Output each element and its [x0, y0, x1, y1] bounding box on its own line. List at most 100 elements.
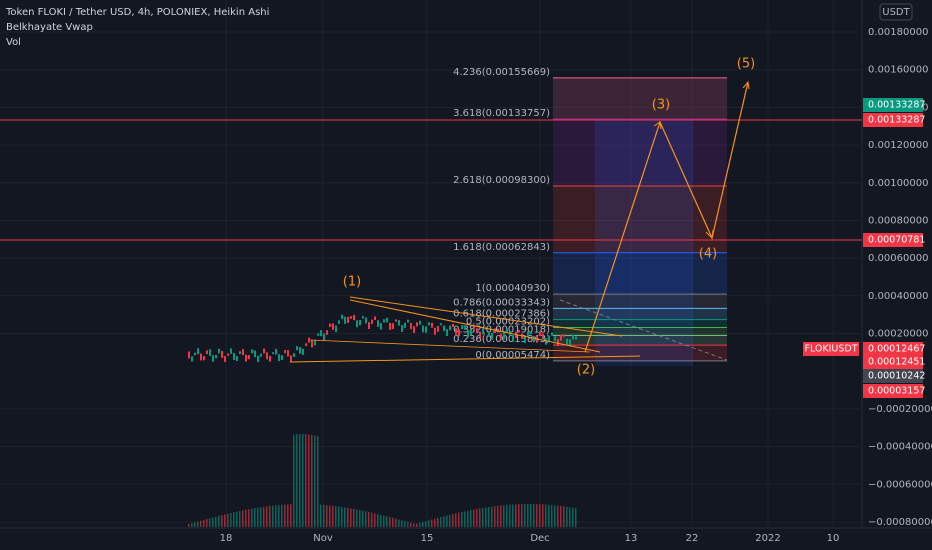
volume-bar [422, 521, 424, 527]
volume-bar [458, 512, 460, 527]
volume-bar [473, 509, 475, 527]
volume-bar [389, 517, 391, 527]
volume-bar [575, 508, 577, 527]
candle [458, 329, 460, 337]
volume-bar [236, 511, 238, 527]
volume-bar [197, 521, 199, 527]
volume-bar [287, 504, 289, 527]
candle [383, 319, 385, 323]
dashed-line [559, 299, 728, 361]
time-tick: 2022 [755, 533, 780, 544]
trend-line [349, 296, 623, 337]
volume-bar [449, 514, 451, 527]
volume-bar [566, 506, 568, 527]
candle [245, 354, 247, 362]
volume-bar [401, 520, 403, 527]
candle [503, 332, 505, 340]
volume-bar [248, 509, 250, 527]
candle [395, 319, 397, 322]
candle [254, 350, 256, 358]
volume-bar [368, 511, 370, 527]
volume-bar [506, 504, 508, 527]
candle [554, 336, 556, 341]
candle [281, 355, 283, 361]
price-badge [863, 98, 923, 112]
candle [443, 325, 445, 332]
wave-path [584, 81, 749, 353]
volume-bar [254, 508, 256, 527]
candle [455, 328, 457, 335]
time-tick: Dec [530, 533, 549, 544]
candle [203, 355, 205, 361]
price-tick: 0.00080000 [868, 215, 928, 226]
trend-line [289, 355, 641, 363]
candle [377, 320, 379, 327]
volume-bar [569, 507, 571, 527]
volume-bar [455, 513, 457, 527]
volume-bar [461, 512, 463, 527]
price-tick: 0.00020000 [868, 329, 928, 340]
price-badge-label: 0.00133287 [868, 115, 925, 126]
volume-bar [194, 522, 196, 527]
candle [386, 317, 388, 323]
fib-band [553, 327, 727, 336]
candle [275, 348, 277, 355]
volume-bar [362, 510, 364, 527]
candle [239, 351, 241, 355]
volume-label: Vol [6, 37, 21, 48]
candle [338, 320, 340, 324]
volume-bar [257, 507, 259, 527]
candle [527, 331, 529, 337]
candle [371, 319, 373, 324]
currency-button[interactable] [879, 3, 913, 21]
volume-bar [386, 516, 388, 527]
candle [422, 325, 424, 333]
price-tick: −0.00040000 [868, 442, 932, 453]
candle [317, 333, 319, 336]
time-tick: 13 [625, 533, 638, 544]
price-badge [863, 355, 923, 369]
volume-bar [521, 504, 523, 527]
candle [440, 323, 442, 326]
volume-bar [317, 436, 319, 527]
candle [464, 325, 466, 330]
currency[interactable]: USDT [882, 7, 910, 18]
candle [419, 320, 421, 325]
axes: 0.001800000.001600000.001400000.00120000… [220, 27, 932, 544]
candle [332, 323, 334, 330]
volume-bar [392, 517, 394, 527]
candle [299, 346, 301, 354]
volume-bar [497, 505, 499, 527]
fib-band [553, 119, 727, 186]
wave-label: (3) [652, 98, 670, 113]
volume-bar [404, 521, 406, 527]
volume-bar [452, 514, 454, 527]
candle [404, 322, 406, 328]
candle [347, 316, 349, 323]
volume-bar [398, 519, 400, 527]
volume-bar [353, 508, 355, 527]
candle [488, 330, 490, 337]
price-badge [863, 384, 923, 398]
candle [428, 322, 430, 326]
candle [575, 336, 577, 340]
candle [518, 329, 520, 333]
volume-bar [383, 515, 385, 527]
candle [194, 352, 196, 356]
candle [341, 314, 343, 320]
volume-bar [314, 435, 316, 527]
fib-band [553, 335, 727, 346]
volume-bar [536, 504, 538, 527]
candle [224, 356, 226, 362]
candle [362, 316, 364, 319]
candle [272, 352, 274, 355]
volume-bar [212, 517, 214, 527]
volume-bar [407, 521, 409, 527]
candle [293, 353, 295, 358]
volume-bar [437, 517, 439, 527]
candle [209, 349, 211, 356]
volume-bar [545, 504, 547, 527]
volume-bar [515, 504, 517, 527]
volume-bar [542, 504, 544, 527]
volume-bar [413, 523, 415, 527]
